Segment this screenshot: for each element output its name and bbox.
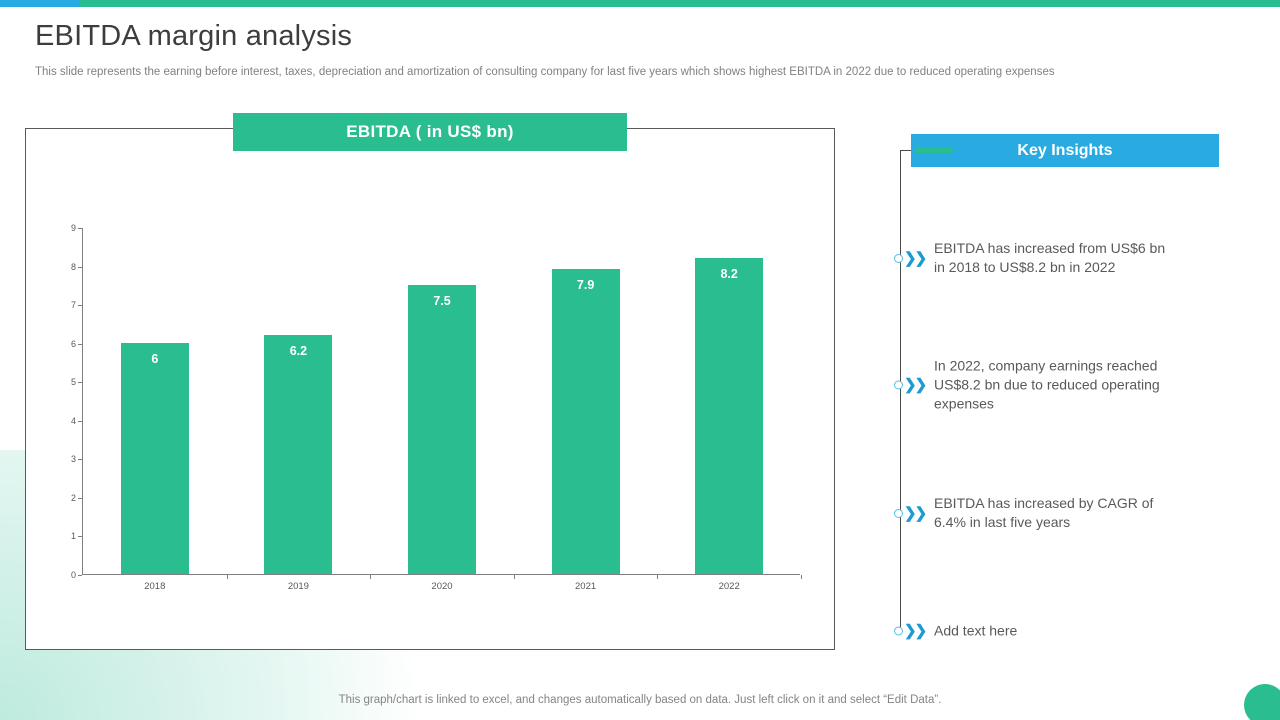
key-insights-connector-hline — [900, 150, 916, 151]
bar-2021: 7.9 — [551, 269, 620, 574]
chevron-right-icon: ❯❯ — [904, 504, 927, 522]
bullet-circle-icon — [894, 253, 903, 263]
bar-2019: 6.2 — [264, 334, 333, 574]
chevron-right-icon: ❯❯ — [904, 249, 927, 267]
x-axis-tick-mark — [801, 575, 802, 579]
insight-text: EBITDA has increased by CAGR of 6.4% in … — [934, 495, 1154, 530]
insight-item: ❯❯ Add text here — [894, 622, 1224, 641]
bullet-circle-icon — [894, 508, 903, 518]
key-insights-dash-decoration — [915, 147, 953, 153]
x-axis-category-label: 2020 — [431, 581, 453, 592]
x-axis-tick-mark — [513, 575, 515, 579]
bar-value-label: 6.2 — [289, 343, 308, 358]
footer-note: This graph/chart is linked to excel, and… — [338, 694, 942, 706]
y-axis-tick-mark — [78, 266, 82, 268]
y-axis-tick-label: 5 — [70, 377, 76, 388]
y-axis-tick-mark — [78, 420, 82, 422]
y-axis-tick-mark — [78, 305, 82, 307]
y-axis-tick-label: 8 — [70, 261, 76, 272]
insight-bullet-marker: ❯❯ — [894, 506, 934, 521]
top-accent-bar-green — [80, 0, 1280, 7]
x-axis-tick-mark — [657, 575, 659, 579]
bar-value-label: 7.9 — [576, 278, 595, 293]
bar-2018: 6 — [120, 342, 189, 574]
bullet-circle-icon — [894, 380, 903, 390]
chevron-right-icon: ❯❯ — [904, 376, 927, 394]
bar-value-label: 7.5 — [433, 293, 451, 308]
key-insights-connector-vline — [900, 150, 901, 631]
x-axis-category-label: 2022 — [718, 581, 740, 592]
x-axis-tick-mark — [226, 575, 228, 579]
y-axis-tick-label: 6 — [70, 338, 76, 349]
x-axis-category-label: 2018 — [144, 581, 166, 592]
y-axis-tick-mark — [78, 343, 82, 345]
y-axis-tick-mark — [78, 497, 82, 499]
chevron-right-icon: ❯❯ — [904, 622, 927, 640]
y-axis-tick-label: 7 — [70, 300, 76, 311]
y-axis-tick-mark — [78, 536, 82, 538]
bar-value-label: 6 — [151, 351, 159, 366]
bullet-circle-icon — [894, 626, 903, 636]
y-axis-tick-mark — [78, 575, 82, 576]
y-axis-tick-mark — [78, 382, 82, 384]
y-axis-tick-label: 0 — [70, 570, 76, 580]
insight-text: Add text here — [934, 622, 1018, 639]
x-axis-category-label: 2021 — [575, 581, 597, 592]
page-subtitle: This slide represents the earning before… — [35, 66, 1055, 78]
y-axis-tick-mark — [78, 228, 82, 229]
key-insights-header: Key Insights — [911, 134, 1219, 167]
chart-title: EBITDA ( in US$ bn) — [233, 113, 627, 151]
bar-2020: 7.5 — [408, 284, 476, 574]
corner-circle-decoration — [1244, 684, 1280, 720]
y-axis-tick-label: 9 — [70, 223, 76, 233]
y-axis-tick-label: 1 — [70, 531, 76, 542]
bar-value-label: 8.2 — [720, 266, 738, 281]
insight-item: ❯❯ EBITDA has increased by CAGR of 6.4% i… — [894, 494, 1224, 532]
y-axis-tick-label: 4 — [70, 415, 76, 426]
insight-item: ❯❯ In 2022, company earnings reached US$8… — [894, 357, 1224, 414]
insight-text: EBITDA has increased from US$6 bn in 201… — [934, 240, 1166, 275]
y-axis-tick-label: 3 — [70, 454, 76, 465]
y-axis-tick-label: 2 — [70, 492, 76, 503]
insight-text: In 2022, company earnings reached US$8.2… — [934, 357, 1160, 412]
top-accent-bar-blue — [0, 0, 80, 7]
x-axis-category-label: 2019 — [287, 581, 309, 592]
insight-item: ❯❯ EBITDA has increased from US$6 bn in 2… — [894, 239, 1224, 277]
bar-2022: 8.2 — [695, 257, 764, 574]
page-title: EBITDA margin analysis — [35, 20, 353, 52]
insight-bullet-marker: ❯❯ — [894, 251, 934, 266]
insight-bullet-marker: ❯❯ — [894, 624, 934, 639]
x-axis-tick-mark — [370, 575, 372, 579]
y-axis-tick-mark — [78, 459, 82, 461]
insight-bullet-marker: ❯❯ — [894, 378, 934, 393]
chart-plot-area: 0 1 2 3 4 5 6 7 8 9 6 2018 6.2 2019 7.5 2020 7.9 2021 8.2 2… — [71, 223, 802, 592]
